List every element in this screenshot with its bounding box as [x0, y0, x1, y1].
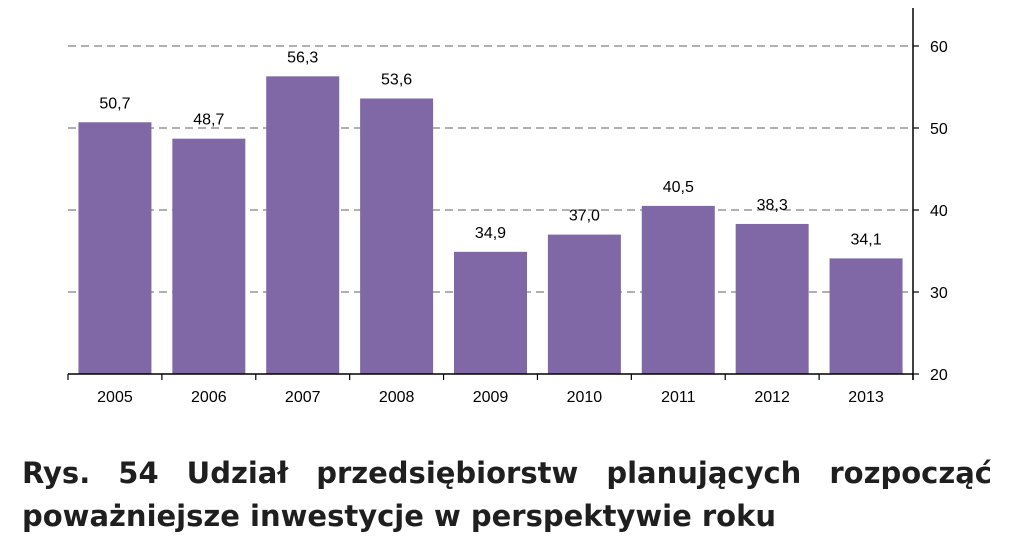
- data-label-2012: 38,3: [757, 197, 788, 214]
- x-tick-label-2005: 2005: [97, 389, 133, 406]
- y-axis: 20 30 40 50 60: [912, 8, 948, 384]
- x-tick-label-2008: 2008: [379, 389, 415, 406]
- data-label-2006: 48,7: [193, 112, 224, 129]
- x-tick-label-2007: 2007: [285, 389, 321, 406]
- y-tick-label-20: 20: [930, 367, 948, 384]
- x-tick-label-2010: 2010: [567, 389, 603, 406]
- data-label-2010: 37,0: [569, 208, 600, 225]
- y-tick-label-40: 40: [930, 203, 948, 220]
- y-tick-label-60: 60: [930, 39, 948, 56]
- x-tick-label-2006: 2006: [191, 389, 227, 406]
- bar-2010: [547, 234, 621, 374]
- y-tick-label-50: 50: [930, 121, 948, 138]
- data-label-2005: 50,7: [99, 95, 130, 112]
- bar-2008: [360, 98, 434, 374]
- data-labels: 50,7 48,7 56,3 53,6 34,9 37,0 40,5 38,3 34,1: [99, 49, 881, 248]
- y-tick-label-30: 30: [930, 285, 948, 302]
- data-label-2011: 40,5: [663, 179, 694, 196]
- x-axis: 2005 2006 2007 2008 2009 2010 2011 2012 2013: [67, 373, 914, 406]
- bar-2006: [172, 138, 246, 374]
- figure-caption: Rys. 54 Udział przedsiębiorstw planujący…: [22, 456, 992, 533]
- data-label-2013: 34,1: [850, 231, 881, 248]
- bar-chart: 50,7 48,7 56,3 53,6 34,9 37,0 40,5 38,3 34,1 200…: [67, 8, 948, 406]
- x-tick-label-2012: 2012: [754, 389, 790, 406]
- x-tick-label-2011: 2011: [661, 389, 696, 406]
- data-label-2008: 53,6: [381, 71, 412, 88]
- bar-2013: [829, 258, 903, 374]
- bar-2009: [454, 251, 527, 374]
- data-label-2007: 56,3: [287, 49, 318, 66]
- bars: [78, 76, 903, 374]
- bar-2005: [78, 122, 152, 374]
- data-label-2009: 34,9: [475, 225, 506, 242]
- bar-2007: [266, 76, 340, 374]
- bar-2011: [641, 205, 715, 374]
- x-tick-label-2013: 2013: [848, 389, 884, 406]
- x-tick-label-2009: 2009: [473, 389, 509, 406]
- bar-2012: [735, 223, 809, 374]
